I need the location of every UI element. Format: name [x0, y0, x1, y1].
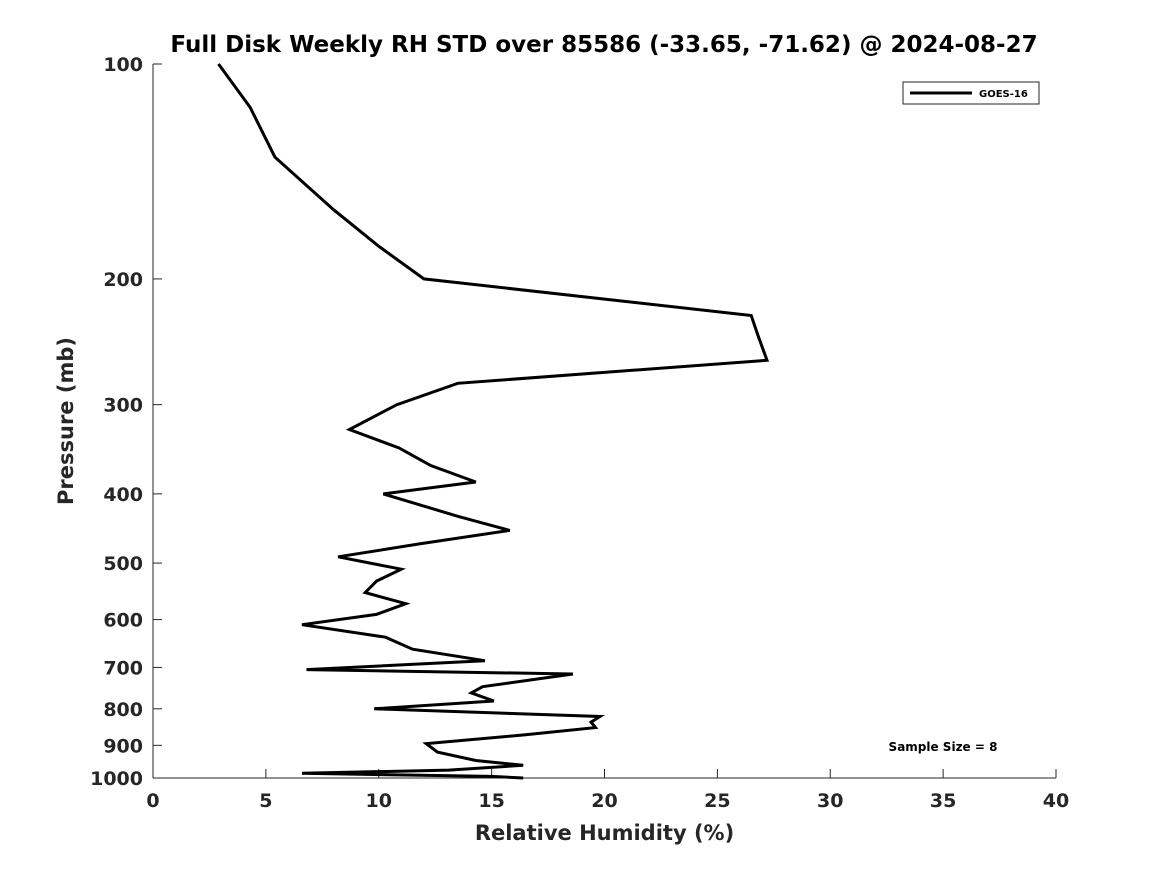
y-tick-label: 100 [103, 54, 143, 76]
x-tick-label: 40 [1043, 790, 1069, 812]
x-tick-label: 20 [591, 790, 617, 812]
series-line-goes-16 [217, 63, 770, 780]
y-tick-label: 900 [103, 735, 143, 757]
x-axis-title: Relative Humidity (%) [475, 821, 734, 845]
y-tick-label: 800 [103, 699, 143, 721]
y-tick-label: 300 [103, 395, 143, 417]
x-tick-label: 30 [817, 790, 843, 812]
legend-label-goes-16: GOES-16 [979, 89, 1028, 100]
x-axis-ticks: 0 5 10 15 20 25 30 35 40 [146, 769, 1069, 812]
plot-area: 0 5 10 15 20 25 30 35 40 100 200 300 400 500 600 700 80… [90, 54, 1069, 812]
y-tick-label: 1000 [90, 768, 143, 790]
x-tick-label: 0 [146, 790, 159, 812]
series-layer [217, 63, 770, 780]
y-tick-label: 400 [103, 484, 143, 506]
x-tick-label: 25 [704, 790, 730, 812]
chart-title: Full Disk Weekly RH STD over 85586 (-33.… [170, 32, 1037, 58]
y-axis-ticks: 100 200 300 400 500 600 700 800 900 1000 [90, 54, 162, 790]
x-tick-label: 35 [930, 790, 956, 812]
y-tick-label: 200 [103, 269, 143, 291]
y-tick-label: 600 [103, 610, 143, 632]
y-axis-title: Pressure (mb) [54, 337, 78, 505]
x-tick-label: 5 [259, 790, 272, 812]
legend: GOES-16 [902, 81, 1040, 105]
y-tick-label: 500 [103, 553, 143, 575]
x-tick-label: 15 [478, 790, 504, 812]
sample-size-annotation: Sample Size = 8 [889, 740, 998, 754]
x-tick-label: 10 [366, 790, 392, 812]
y-tick-label: 700 [103, 657, 143, 679]
